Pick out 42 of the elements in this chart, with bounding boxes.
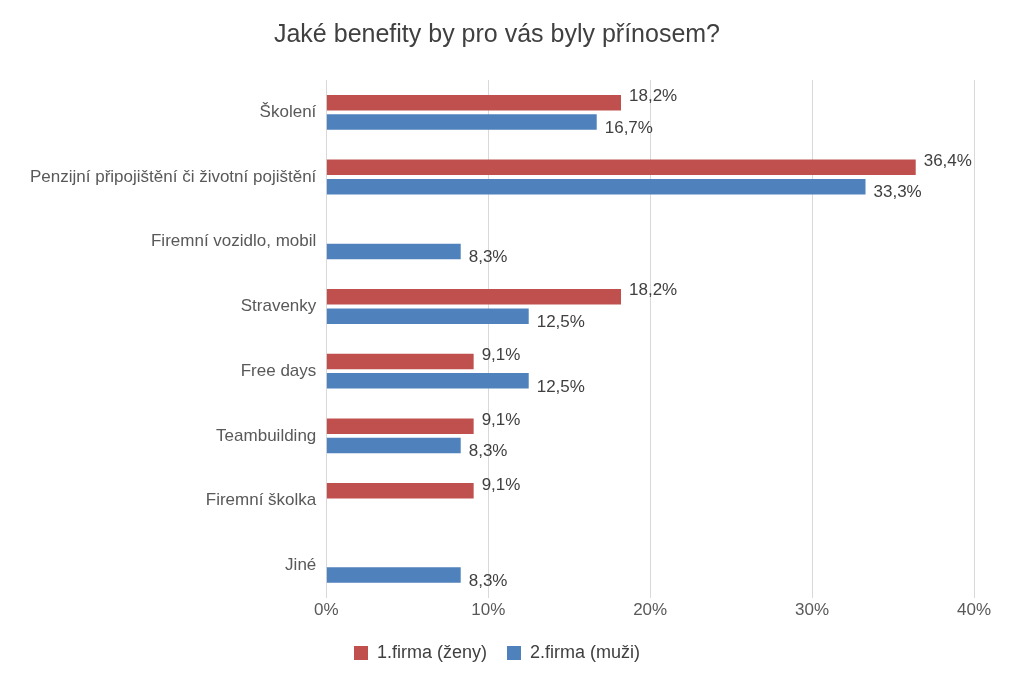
- data-label: 12,5%: [536, 311, 585, 331]
- bar: [326, 288, 622, 305]
- legend-label: 1.firma (ženy): [376, 641, 488, 662]
- bar: [326, 567, 461, 583]
- x-tick-label: 40%: [956, 600, 992, 620]
- bar: [326, 353, 474, 370]
- data-label: 12,5%: [536, 376, 585, 396]
- x-tick-label: 0%: [314, 600, 339, 620]
- y-tick-label: Penzijní připojištění či životní pojištění: [30, 166, 317, 186]
- y-tick-label: Stravenky: [240, 296, 317, 316]
- bar: [326, 483, 474, 499]
- y-tick-label: Firemní vozidlo, mobil: [150, 231, 317, 251]
- bar: [326, 94, 622, 111]
- data-label: 18,2%: [629, 86, 678, 106]
- data-label: 9,1%: [481, 474, 521, 494]
- y-tick-label: Teambuilding: [216, 425, 317, 445]
- x-tick-label: 20%: [633, 600, 668, 620]
- data-label: 18,2%: [629, 280, 678, 300]
- bar: [326, 437, 461, 454]
- data-label: 36,4%: [923, 151, 972, 171]
- bar: [326, 308, 529, 324]
- data-label: 16,7%: [604, 117, 653, 137]
- y-tick-label: Free days: [240, 360, 317, 380]
- y-tick-label: Jiné: [285, 554, 317, 574]
- bar: [326, 159, 916, 176]
- y-tick-label: Školení: [259, 102, 317, 122]
- x-tick-label: 30%: [795, 600, 830, 620]
- data-label: 33,3%: [873, 182, 922, 202]
- bar: [326, 373, 529, 389]
- data-label: 8,3%: [468, 247, 508, 267]
- bar: [326, 418, 474, 434]
- data-label: 8,3%: [468, 570, 508, 590]
- data-label: 9,1%: [481, 345, 521, 365]
- chart-title: Jaké benefity by pro vás byly přínosem?: [273, 18, 721, 47]
- y-tick-label: Firemní školka: [205, 490, 317, 510]
- bar: [326, 178, 866, 195]
- data-label: 9,1%: [481, 409, 521, 429]
- legend-label: 2.firma (muži): [530, 641, 641, 662]
- bar: [326, 114, 597, 130]
- bar: [326, 243, 461, 260]
- x-tick-label: 10%: [471, 600, 506, 620]
- data-label: 8,3%: [468, 441, 508, 461]
